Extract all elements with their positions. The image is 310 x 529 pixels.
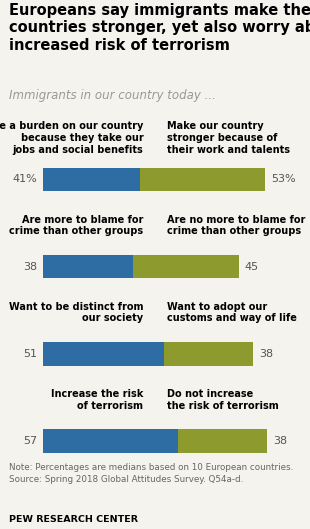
Text: Immigrants in our country today ...: Immigrants in our country today ... [9, 89, 216, 102]
Text: 38: 38 [273, 436, 287, 446]
Text: 51: 51 [24, 349, 38, 359]
Text: PEW RESEARCH CENTER: PEW RESEARCH CENTER [9, 515, 138, 524]
Bar [43, 168, 140, 191]
Text: 38: 38 [259, 349, 273, 359]
Text: Want to be distinct from
our society: Want to be distinct from our society [9, 302, 143, 323]
Text: Are more to blame for
crime than other groups: Are more to blame for crime than other g… [9, 215, 143, 236]
Bar [178, 430, 267, 453]
Bar [133, 255, 239, 278]
Text: Make our country
stronger because of
their work and talents: Make our country stronger because of the… [167, 122, 290, 154]
Text: 45: 45 [245, 262, 259, 271]
Text: Are no more to blame for
crime than other groups: Are no more to blame for crime than othe… [167, 215, 305, 236]
Text: Want to adopt our
customs and way of life: Want to adopt our customs and way of lif… [167, 302, 297, 323]
Text: 53%: 53% [271, 175, 295, 184]
Text: Note: Percentages are medians based on 10 European countries.
Source: Spring 201: Note: Percentages are medians based on 1… [9, 463, 294, 485]
Text: Increase the risk
of terrorism: Increase the risk of terrorism [51, 389, 143, 411]
Text: 38: 38 [23, 262, 38, 271]
Bar [164, 342, 253, 366]
Text: Europeans say immigrants make their
countries stronger, yet also worry about
inc: Europeans say immigrants make their coun… [9, 3, 310, 53]
Text: 57: 57 [23, 436, 38, 446]
Bar [140, 168, 265, 191]
Bar [43, 255, 133, 278]
Text: Do not increase
the risk of terrorism: Do not increase the risk of terrorism [167, 389, 278, 411]
Bar [43, 430, 178, 453]
Text: Are a burden on our country
because they take our
jobs and social benefits: Are a burden on our country because they… [0, 122, 143, 154]
Bar [43, 342, 164, 366]
Text: 41%: 41% [13, 175, 38, 184]
